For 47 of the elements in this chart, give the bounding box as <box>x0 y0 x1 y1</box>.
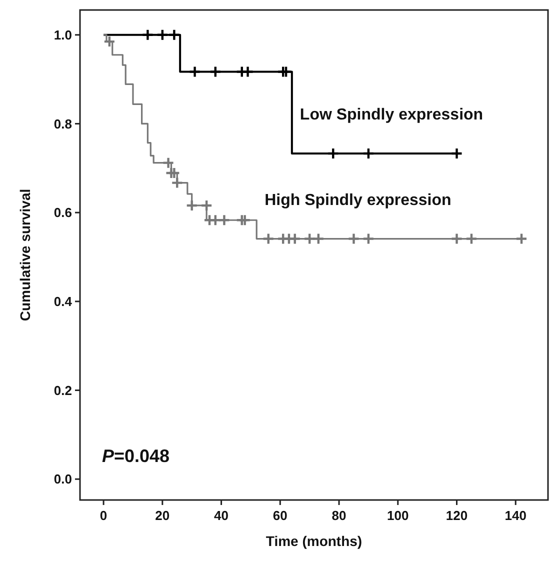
point <box>362 232 375 245</box>
point <box>162 156 174 169</box>
annotation: P=0.048 <box>102 446 170 466</box>
point <box>218 214 230 226</box>
point <box>168 28 180 41</box>
y-tick-label: 0.2 <box>54 382 72 398</box>
point <box>465 232 478 245</box>
x-tick-label: 100 <box>387 508 409 523</box>
point <box>450 232 463 245</box>
y-tick-label: 0.4 <box>54 294 73 309</box>
series-label: High Spindly expression <box>264 192 452 209</box>
point <box>171 176 184 189</box>
x-axis-title: Time (months) <box>266 533 362 549</box>
y-tick-label: 1.0 <box>54 27 72 42</box>
point <box>186 199 198 212</box>
x-tick-label: 140 <box>504 508 526 523</box>
y-tick-label: 0.0 <box>54 472 72 487</box>
point <box>200 199 213 212</box>
y-tick-label: 0.6 <box>54 205 72 220</box>
point <box>303 232 316 245</box>
point <box>362 147 375 160</box>
x-tick-label: 80 <box>332 508 346 523</box>
point <box>156 28 169 41</box>
point <box>327 147 340 160</box>
point <box>450 147 463 160</box>
y-axis-title: Cumulative survival <box>17 188 33 322</box>
point <box>209 66 222 78</box>
point <box>168 166 180 180</box>
point <box>242 66 254 78</box>
y-tick-label: 0.8 <box>54 116 72 132</box>
point <box>288 232 301 245</box>
point <box>142 28 154 41</box>
point <box>209 214 222 226</box>
point <box>280 66 292 78</box>
series-label: Low Spindly expression <box>300 106 484 124</box>
x-tick-label: 20 <box>155 508 170 523</box>
point <box>348 232 360 245</box>
x-tick-label: 0 <box>100 508 108 523</box>
point <box>515 232 528 245</box>
point <box>262 232 274 245</box>
x-tick-label: 60 <box>272 508 288 523</box>
point <box>238 214 251 226</box>
x-tick-label: 40 <box>214 508 229 523</box>
point <box>312 232 325 245</box>
point <box>103 35 116 48</box>
x-tick-label: 120 <box>446 508 468 523</box>
point <box>188 66 201 78</box>
